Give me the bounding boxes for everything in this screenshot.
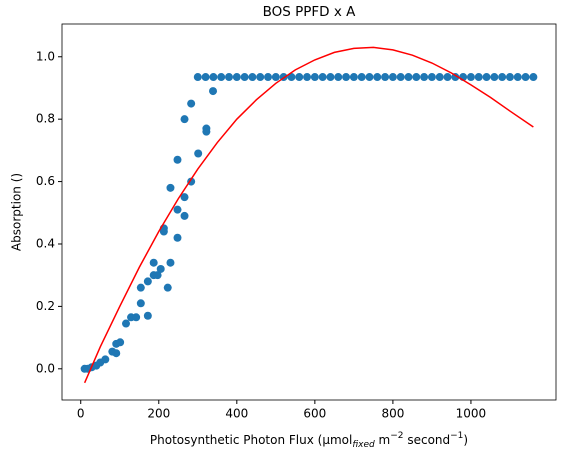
x-axis-label: Photosynthetic Photon Flux (µmolfixed m−…	[150, 431, 468, 450]
scatter-point	[326, 73, 335, 82]
scatter-point	[264, 73, 273, 82]
x-label-sub: fixed	[352, 440, 375, 450]
x-tick-label: 400	[225, 407, 248, 421]
scatter-point	[116, 338, 125, 347]
scatter-point	[201, 73, 210, 82]
scatter-point	[202, 124, 211, 133]
scatter-point	[194, 149, 203, 158]
x-tick-label: 0	[77, 407, 85, 421]
scatter-point	[474, 73, 483, 82]
scatter-point	[529, 73, 538, 82]
fit-line	[83, 46, 534, 384]
scatter-point	[521, 73, 530, 82]
scatter-point	[156, 264, 165, 273]
scatter-point	[173, 233, 182, 242]
scatter-point	[187, 99, 196, 108]
scatter-point	[136, 299, 145, 308]
scatter-point	[490, 73, 499, 82]
scatter-point	[295, 73, 304, 82]
scatter-point	[412, 73, 421, 82]
scatter-point	[173, 205, 182, 214]
scatter-point	[225, 73, 234, 82]
scatter-point	[112, 349, 121, 358]
scatter-point	[132, 313, 141, 322]
scatter-point	[271, 73, 280, 82]
x-label-part: m	[375, 433, 391, 447]
scatter-point	[180, 115, 189, 124]
scatter-point	[451, 73, 460, 82]
y-axis-label: Absorption ()	[10, 173, 24, 251]
scatter-point	[513, 73, 522, 82]
scatter-point	[404, 73, 413, 82]
scatter-point	[256, 73, 265, 82]
scatter-point	[303, 73, 312, 82]
y-tick-label: 0.4	[36, 236, 55, 250]
scatter-point	[357, 73, 366, 82]
scatter-point	[505, 73, 514, 82]
plot-frame	[61, 23, 557, 401]
x-tick-label: 200	[147, 407, 170, 421]
scatter-point	[435, 73, 444, 82]
scatter-point	[209, 87, 218, 96]
scatter-point	[498, 73, 507, 82]
scatter-point	[248, 73, 257, 82]
scatter-point	[159, 227, 168, 236]
x-label-sup: −1	[450, 431, 463, 441]
scatter-point	[427, 73, 436, 82]
scatter-point	[166, 258, 175, 267]
scatter-point	[180, 193, 189, 202]
scatter-point	[101, 355, 110, 364]
scatter-point	[121, 319, 130, 328]
scatter-point	[209, 73, 218, 82]
x-tick-label: 800	[381, 407, 404, 421]
x-label-part: )	[463, 433, 468, 447]
y-tick-label: 0.8	[36, 112, 55, 126]
scatter-point	[180, 211, 189, 220]
x-tick-label: 1000	[456, 407, 487, 421]
scatter-point	[153, 271, 162, 280]
scatter-point	[166, 183, 175, 192]
scatter-point	[163, 283, 172, 292]
scatter-point	[365, 73, 374, 82]
x-tick-label: 600	[303, 407, 326, 421]
scatter-point	[373, 73, 382, 82]
scatter-point	[466, 73, 475, 82]
scatter-point	[381, 73, 390, 82]
scatter-point	[318, 73, 327, 82]
scatter-point	[287, 73, 296, 82]
scatter-point	[310, 73, 319, 82]
x-label-part: second	[404, 433, 451, 447]
y-tick-label: 0.0	[36, 361, 55, 375]
scatter-point	[143, 277, 152, 286]
scatter-point	[143, 311, 152, 320]
y-tick-label: 0.2	[36, 299, 55, 313]
scatter-point	[334, 73, 343, 82]
scatter-point	[482, 73, 491, 82]
scatter-point	[388, 73, 397, 82]
scatter-point	[217, 73, 226, 82]
scatter-point	[232, 73, 241, 82]
scatter-point	[193, 73, 202, 82]
scatter-point	[149, 258, 158, 267]
scatter-point	[342, 73, 351, 82]
x-label-sup: −2	[390, 431, 403, 441]
scatter-point	[420, 73, 429, 82]
scatter-point	[349, 73, 358, 82]
chart-title: BOS PPFD x A	[263, 4, 357, 20]
scatter-point	[173, 155, 182, 164]
scatter-point	[240, 73, 249, 82]
y-tick-label: 1.0	[36, 49, 55, 63]
y-tick-label: 0.6	[36, 174, 55, 188]
x-label-part: Photosynthetic Photon Flux (µmol	[150, 433, 352, 447]
scatter-point	[136, 283, 145, 292]
scatter-point	[443, 73, 452, 82]
scatter-point	[396, 73, 405, 82]
